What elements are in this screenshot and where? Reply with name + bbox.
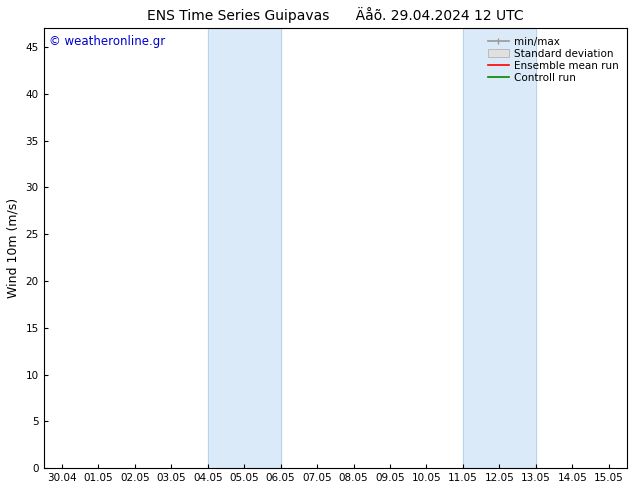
Bar <box>463 28 536 468</box>
Title: ENS Time Series Guipavas      Äåõ. 29.04.2024 12 UTC: ENS Time Series Guipavas Äåõ. 29.04.2024… <box>147 7 524 23</box>
Text: © weatheronline.gr: © weatheronline.gr <box>49 35 165 48</box>
Y-axis label: Wind 10m (m/s): Wind 10m (m/s) <box>7 198 20 298</box>
Legend: min/max, Standard deviation, Ensemble mean run, Controll run: min/max, Standard deviation, Ensemble me… <box>485 33 622 86</box>
Bar <box>208 28 281 468</box>
